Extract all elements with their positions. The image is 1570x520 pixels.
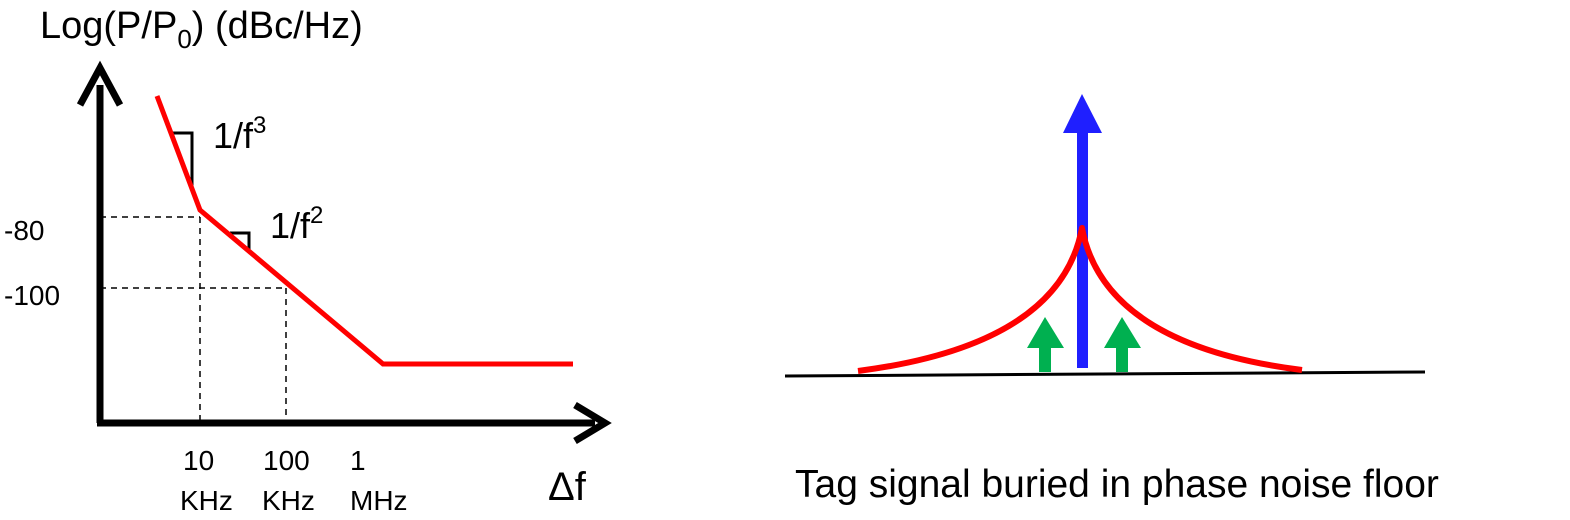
- tag-arrow-left-head: [1027, 317, 1064, 348]
- slope-markers: [172, 131, 251, 252]
- x-tick-10khz-unit: KHz: [180, 485, 233, 516]
- x-axis: [97, 401, 612, 445]
- phase-noise-plot: Log(P/P0) (dBc/Hz) 1/f3 1/f2 -80 -100 10…: [4, 5, 612, 516]
- slope-label-f2: 1/f2: [270, 202, 323, 246]
- noise-curve: [154, 95, 573, 367]
- tag-arrow-left: [1027, 317, 1064, 372]
- carrier-arrow: [1063, 94, 1102, 368]
- carrier-arrowhead: [1063, 94, 1102, 133]
- x-tick-10khz-value: 10: [183, 445, 214, 476]
- y-axis-title: Log(P/P0) (dBc/Hz): [40, 5, 363, 54]
- noise-floor-line: [784, 370, 1426, 378]
- tag-arrow-right: [1104, 317, 1141, 372]
- x-axis-arrowhead: [573, 401, 612, 445]
- noise-skirt-curve: [857, 225, 1303, 374]
- y-tick-80: -80: [4, 215, 44, 246]
- y-tick-100: -100: [4, 280, 60, 311]
- x-tick-100khz-value: 100: [263, 445, 310, 476]
- slope-marker-f3: [172, 131, 194, 190]
- dashed-guides: [100, 216, 287, 423]
- slope-marker-f2: [230, 231, 251, 252]
- x-tick-1mhz-unit: MHz: [350, 485, 408, 516]
- x-axis-label: Δf: [548, 465, 587, 509]
- tag-arrow-right-head: [1104, 317, 1141, 348]
- x-tick-100khz-unit: KHz: [262, 485, 315, 516]
- tag-signal-diagram: Tag signal buried in phase noise floor: [784, 94, 1439, 506]
- y-axis-arrowhead: [76, 60, 124, 107]
- slope-label-f3: 1/f3: [213, 112, 266, 156]
- x-tick-1mhz-value: 1: [350, 445, 366, 476]
- y-axis: [76, 60, 124, 423]
- caption: Tag signal buried in phase noise floor: [795, 463, 1439, 506]
